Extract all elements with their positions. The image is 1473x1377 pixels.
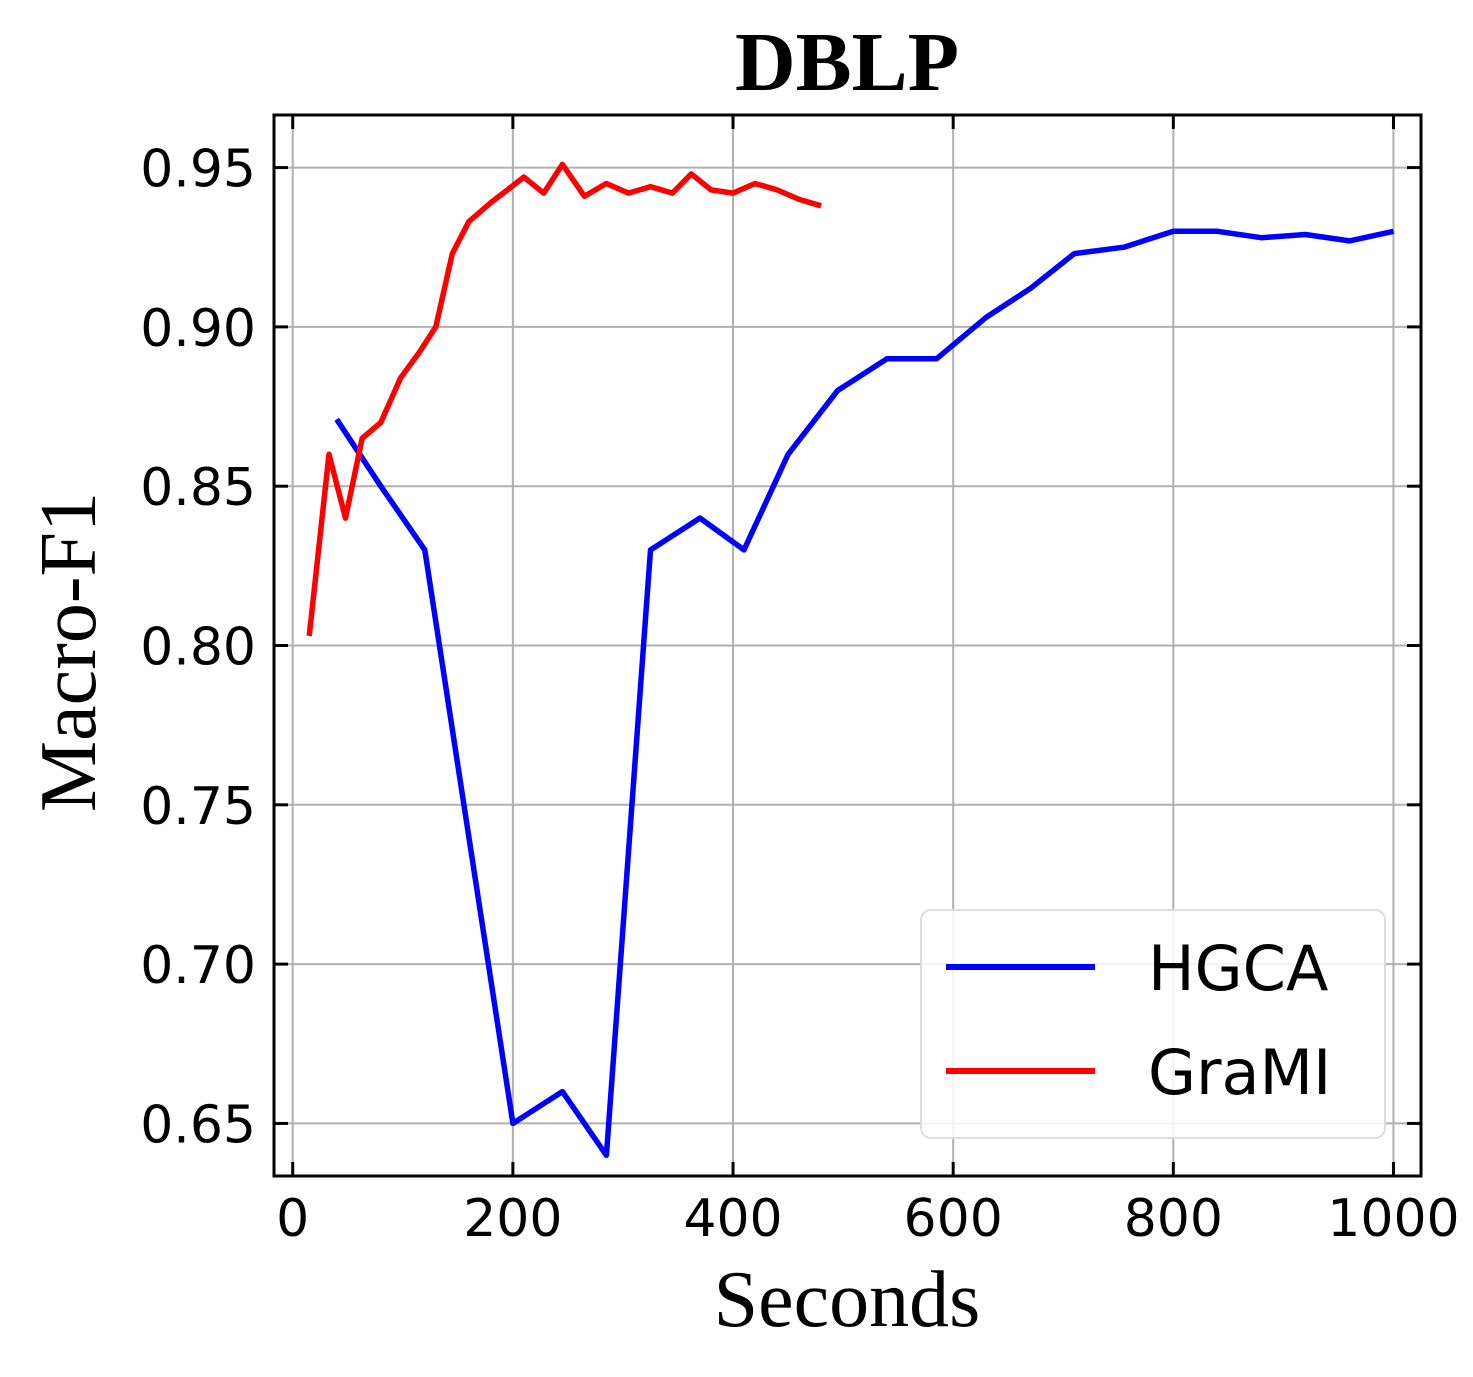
- x-tick-label: 200: [463, 1189, 562, 1249]
- y-axis-label: Macro-F1: [25, 492, 113, 812]
- tick-labels: 0 200 400 600 800 1000 0.65 0.70 0.75 0.80 0.85 0.9…: [140, 140, 1459, 1249]
- x-tick-label: 1000: [1327, 1189, 1459, 1249]
- legend-label-grami: GraMI: [1148, 1036, 1331, 1109]
- chart-title: DBLP: [735, 16, 959, 109]
- y-tick-label: 0.70: [140, 936, 256, 996]
- y-tick-label: 0.65: [140, 1095, 256, 1155]
- y-tick-label: 0.95: [140, 140, 256, 200]
- y-tick-label: 0.80: [140, 618, 256, 678]
- grid: [274, 115, 1421, 1176]
- legend: HGCA GraMI: [920, 909, 1386, 1139]
- legend-label-hgca: HGCA: [1148, 932, 1328, 1005]
- x-tick-label: 800: [1124, 1189, 1223, 1249]
- x-tick-label: 400: [683, 1189, 782, 1249]
- x-tick-label: 600: [904, 1189, 1003, 1249]
- series-layer: [306, 161, 1395, 1159]
- y-tick-label: 0.90: [140, 299, 256, 359]
- plot-frame: [272, 113, 1423, 1178]
- x-axis-label: Seconds: [714, 1256, 981, 1344]
- series-line-grami: [306, 161, 822, 637]
- ticks: [274, 115, 1421, 1176]
- y-tick-label: 0.75: [140, 777, 256, 837]
- x-tick-label: 0: [276, 1189, 309, 1249]
- y-tick-label: 0.85: [140, 458, 256, 518]
- series-line-hgca: [334, 228, 1395, 1159]
